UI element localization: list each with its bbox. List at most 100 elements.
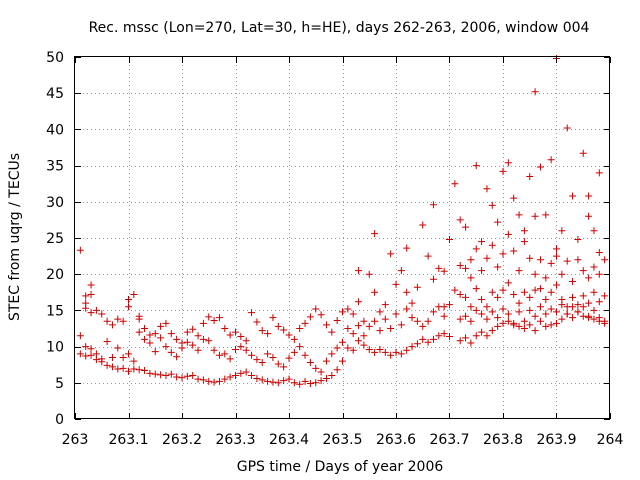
data-point-plus-marker (483, 185, 491, 193)
x-tick-label: 263.4 (269, 432, 309, 448)
data-point-plus-marker (157, 334, 165, 342)
data-point-plus-marker (456, 262, 464, 270)
data-point-plus-marker (499, 167, 507, 175)
data-point-plus-marker (381, 348, 389, 356)
data-point-plus-marker (301, 351, 309, 359)
data-point-plus-marker (408, 343, 416, 351)
data-point-plus-marker (504, 279, 512, 287)
data-point-plus-marker (333, 366, 341, 374)
data-point-plus-marker (205, 337, 213, 345)
data-point-plus-marker (536, 303, 544, 311)
data-point-plus-marker (590, 306, 598, 314)
data-point-plus-marker (387, 250, 395, 258)
data-point-plus-marker (221, 375, 229, 383)
data-point-plus-marker (312, 379, 320, 387)
y-tick-label: 0 (55, 412, 64, 428)
data-point-plus-marker (494, 293, 502, 301)
data-point-plus-marker (585, 299, 593, 307)
data-point-plus-marker (264, 377, 272, 385)
data-point-plus-marker (365, 345, 373, 353)
data-point-plus-marker (499, 305, 507, 313)
data-point-plus-marker (162, 319, 170, 327)
data-point-plus-marker (478, 310, 486, 318)
data-point-plus-marker (499, 250, 507, 258)
data-point-plus-marker (472, 332, 480, 340)
data-point-plus-marker (579, 267, 587, 275)
data-point-plus-marker (194, 346, 202, 354)
data-point-plus-marker (242, 337, 250, 345)
data-point-plus-marker (397, 321, 405, 329)
data-point-plus-marker (264, 330, 272, 338)
data-point-plus-marker (82, 343, 90, 351)
data-point-plus-marker (381, 315, 389, 323)
data-point-plus-marker (601, 319, 609, 327)
data-point-plus-marker (98, 310, 106, 318)
y-tick-label: 45 (46, 86, 64, 102)
data-point-plus-marker (569, 303, 577, 311)
y-tick-label: 5 (55, 376, 64, 392)
data-point-plus-marker (429, 335, 437, 343)
data-point-plus-marker (178, 374, 186, 382)
data-point-plus-marker (563, 257, 571, 265)
data-point-plus-marker (183, 328, 191, 336)
data-point-plus-marker (590, 227, 598, 235)
data-point-plus-marker (76, 332, 84, 340)
data-point-plus-marker (301, 319, 309, 327)
data-point-plus-marker (215, 351, 223, 359)
data-point-plus-marker (440, 330, 448, 338)
data-point-plus-marker (173, 373, 181, 381)
data-point-plus-marker (553, 281, 560, 289)
data-point-plus-marker (478, 328, 486, 336)
data-point-plus-marker (290, 348, 298, 356)
x-tick-label: 263 (62, 432, 89, 448)
data-point-plus-marker (189, 372, 197, 380)
data-point-plus-marker (146, 331, 154, 339)
data-point-plus-marker (558, 270, 566, 278)
data-point-plus-marker (467, 339, 475, 347)
data-point-plus-marker (248, 309, 256, 317)
data-point-plus-marker (82, 352, 90, 360)
data-point-plus-marker (595, 298, 603, 306)
data-point-plus-marker (173, 335, 181, 343)
data-point-plus-marker (92, 356, 100, 364)
data-point-plus-marker (520, 227, 528, 235)
data-point-plus-marker (462, 293, 470, 301)
data-point-plus-marker (403, 288, 411, 296)
data-point-plus-marker (371, 230, 379, 238)
data-point-plus-marker (258, 376, 266, 384)
data-point-plus-marker (355, 267, 363, 275)
data-point-plus-marker (499, 319, 507, 327)
data-point-plus-marker (205, 313, 213, 321)
data-point-plus-marker (569, 293, 577, 301)
data-point-plus-marker (280, 377, 288, 385)
y-tick-label: 35 (46, 159, 64, 175)
data-point-plus-marker (371, 317, 379, 325)
data-point-plus-marker (472, 306, 480, 314)
data-point-plus-marker (119, 317, 127, 325)
data-point-plus-marker (504, 159, 512, 167)
data-point-plus-marker (328, 350, 336, 358)
data-point-plus-marker (253, 318, 261, 326)
data-points (76, 54, 609, 388)
data-point-plus-marker (322, 321, 330, 329)
data-point-plus-marker (510, 321, 518, 329)
data-point-plus-marker (226, 355, 234, 363)
data-point-plus-marker (306, 313, 314, 321)
data-point-plus-marker (558, 301, 566, 309)
data-point-plus-marker (504, 310, 512, 318)
data-point-plus-marker (237, 369, 245, 377)
data-point-plus-marker (119, 364, 127, 372)
axis-ticks: 263 263.1 263.2 263.3 263.4 263.5 263.6 263.7 26… (46, 50, 623, 448)
data-point-plus-marker (82, 304, 90, 312)
data-point-plus-marker (87, 281, 95, 289)
data-point-plus-marker (601, 256, 609, 264)
data-point-plus-marker (478, 267, 486, 275)
data-point-plus-marker (579, 292, 587, 300)
data-point-plus-marker (472, 245, 480, 253)
data-point-plus-marker (387, 325, 395, 332)
data-point-plus-marker (306, 359, 314, 367)
data-point-plus-marker (167, 330, 175, 338)
data-point-plus-marker (178, 339, 186, 347)
data-point-plus-marker (317, 311, 325, 319)
data-point-plus-marker (130, 365, 138, 373)
